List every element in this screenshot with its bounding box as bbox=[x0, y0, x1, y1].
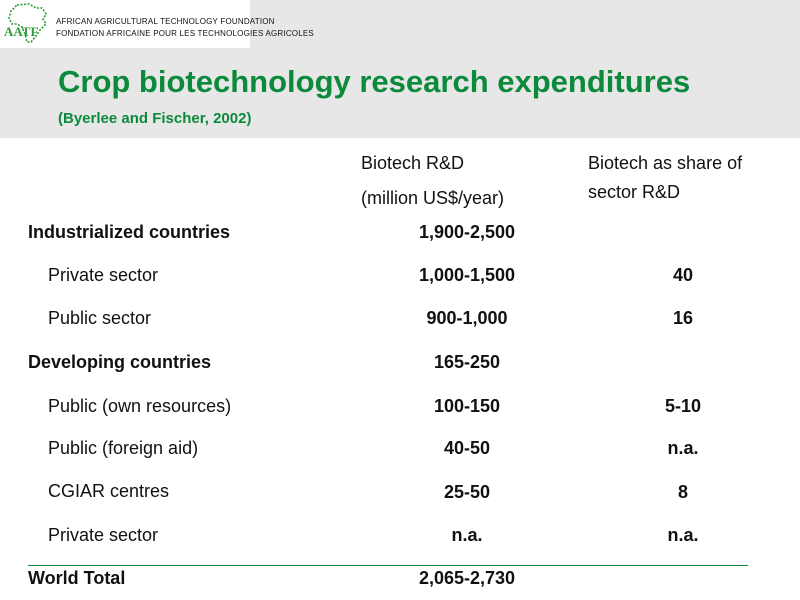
row-label-private-sector-dev: Private sector bbox=[48, 525, 159, 545]
row-value-share: 8 bbox=[677, 482, 688, 502]
row-value-share bbox=[633, 347, 733, 377]
expenditure-table bbox=[0, 138, 800, 600]
row-value-share: 16 bbox=[672, 308, 694, 328]
header-col2-line2: sector R&D bbox=[588, 182, 681, 202]
row-value-rd: 165-250 bbox=[433, 352, 501, 372]
header-col1-line1: Biotech R&D bbox=[361, 153, 465, 173]
row-value-share bbox=[633, 563, 733, 593]
row-label-public-sector: Public sector bbox=[48, 308, 152, 328]
africa-map-icon: AATF bbox=[4, 3, 48, 43]
row-value-rd: 900-1,000 bbox=[426, 308, 508, 328]
row-value-rd: 25-50 bbox=[443, 482, 491, 502]
row-value-rd: 100-150 bbox=[433, 396, 501, 416]
row-value-rd: 1,900-2,500 bbox=[418, 222, 516, 242]
row-label-public-foreign-aid: Public (foreign aid) bbox=[48, 438, 199, 458]
row-value-share: n.a. bbox=[667, 525, 699, 545]
header-col2-line1: Biotech as share of bbox=[588, 153, 743, 173]
logo: AATF AFRICAN AGRICULTURAL TECHNOLOGY FOU… bbox=[0, 0, 314, 48]
table-divider bbox=[28, 565, 748, 566]
row-label-world-total: World Total bbox=[28, 568, 126, 588]
row-value-rd: 1,000-1,500 bbox=[418, 265, 516, 285]
row-value-share: 40 bbox=[672, 265, 694, 285]
row-value-share bbox=[633, 217, 733, 247]
slide-title: Crop biotechnology research expenditures bbox=[58, 64, 691, 99]
row-label-developing: Developing countries bbox=[28, 352, 212, 372]
row-label-private-sector: Private sector bbox=[48, 265, 159, 285]
logo-text-french: FONDATION AFRICAINE POUR LES TECHNOLOGIE… bbox=[56, 29, 314, 38]
row-label-industrialized: Industrialized countries bbox=[28, 222, 231, 242]
slide-subtitle: (Byerlee and Fischer, 2002) bbox=[58, 110, 252, 127]
row-value-share: 5-10 bbox=[664, 396, 702, 416]
row-label-public-own: Public (own resources) bbox=[48, 396, 232, 416]
row-value-rd: 40-50 bbox=[443, 438, 491, 458]
row-label-cgiar: CGIAR centres bbox=[48, 481, 170, 501]
row-value-rd: 2,065-2,730 bbox=[418, 568, 516, 588]
row-value-share: n.a. bbox=[667, 438, 699, 458]
logo-text-english: AFRICAN AGRICULTURAL TECHNOLOGY FOUNDATI… bbox=[56, 17, 275, 26]
logo-acronym: AATF bbox=[4, 24, 38, 39]
row-value-rd: n.a. bbox=[451, 525, 483, 545]
header-col1-line2: (million US$/year) bbox=[361, 188, 505, 208]
